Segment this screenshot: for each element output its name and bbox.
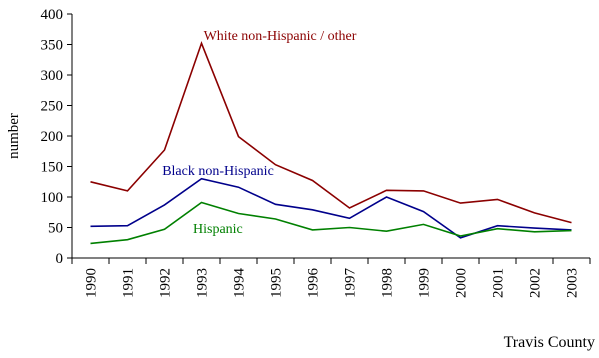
x-tick-label: 1994 (232, 268, 248, 299)
series-line-1 (90, 41, 572, 224)
x-axis-ticks: 1990 1991 1992 1993 1994 1995 1996 1997 1998 1999… (71, 258, 591, 299)
x-tick-label: 2003 (565, 268, 581, 298)
series-label-1: White non-Hispanic / other (204, 29, 357, 44)
series-lines (90, 41, 572, 245)
series-line-3 (90, 201, 572, 245)
y-tick-label: 300 (41, 68, 64, 84)
axes (71, 14, 590, 259)
series-line-2 (90, 177, 572, 239)
x-tick-label: 1998 (380, 268, 396, 298)
series-label-2: Black non-Hispanic (162, 164, 274, 179)
y-tick-label: 250 (41, 99, 64, 115)
y-tick-label: 200 (41, 129, 64, 145)
x-tick-label: 1999 (417, 268, 433, 298)
x-tick-label: 2002 (528, 268, 544, 298)
x-tick-label: 1993 (195, 268, 211, 298)
y-tick-label: 0 (56, 251, 64, 267)
chart-caption: Travis County (504, 334, 595, 351)
series-labels: White non-Hispanic / other Black non-Hisp… (162, 29, 357, 237)
x-tick-label: 1995 (269, 268, 285, 298)
y-tick-label: 150 (41, 160, 64, 176)
y-tick-label: 50 (48, 221, 63, 237)
x-tick-label: 2000 (454, 268, 470, 298)
series-label-3: Hispanic (193, 222, 243, 237)
x-tick-label: 1991 (121, 268, 137, 298)
y-axis-title: number (6, 113, 22, 159)
y-tick-label: 100 (41, 190, 64, 206)
y-tick-label: 350 (41, 38, 64, 54)
y-tick-label: 400 (41, 7, 64, 23)
x-tick-label: 1992 (158, 268, 174, 298)
x-tick-label: 1990 (84, 268, 100, 298)
x-tick-label: 2001 (491, 268, 507, 298)
x-tick-label: 1996 (306, 268, 322, 299)
x-tick-label: 1997 (343, 268, 359, 299)
y-axis-ticks: 0 50 100 150 200 250 300 350 400 (41, 7, 72, 267)
